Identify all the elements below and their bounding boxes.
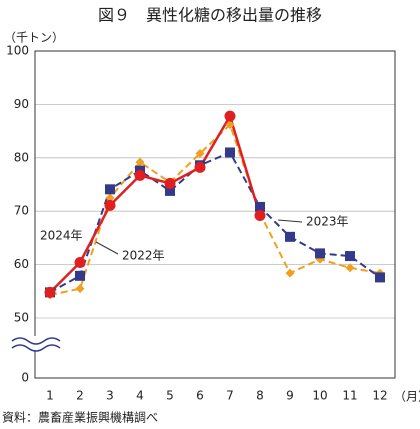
point [104,199,116,211]
point [44,286,56,298]
y-tick-label: 70 [14,204,29,218]
point [225,147,235,158]
point [195,149,205,159]
source: 資料：農畜産業振興機構調べ [2,410,158,425]
plot-frame [34,50,396,379]
point [194,161,206,173]
x-tick-label: 8 [256,389,264,403]
point [75,284,85,294]
series-line [49,113,262,294]
point [254,209,266,221]
series-line [49,122,381,297]
point [285,231,295,242]
leader [95,241,119,255]
x-axis-label: （月） [394,390,420,404]
point [315,248,325,259]
x-tick-label: 5 [166,389,174,403]
point [75,270,85,281]
x-tick-label: 7 [226,389,234,403]
y-tick-label: 50 [14,311,29,325]
point [225,120,235,130]
point [285,268,295,278]
y-tick-label: 100 [6,44,29,58]
point [135,157,145,167]
series-label: 2023年 [306,215,349,229]
x-tick-label: 4 [136,389,144,403]
y-axis-label: （千トン） [4,31,64,45]
leader [277,219,303,223]
point [105,193,115,203]
point [164,177,176,189]
chart-title: 図９ 異性化糖の移出量の推移 [98,6,322,25]
x-tick-label: 10 [312,389,327,403]
point [165,185,175,196]
point [255,201,265,212]
point [134,169,146,181]
y-tick-label: 90 [14,97,29,111]
series-label: 2022年 [122,249,165,263]
axis-break [11,344,61,352]
x-tick-label: 1 [46,389,54,403]
point [375,272,385,283]
x-tick-label: 12 [372,389,387,403]
point [345,263,355,273]
point [74,256,86,268]
point [345,251,355,262]
point [105,184,115,195]
y-tick-label: 80 [14,150,29,164]
y-tick-label: 60 [14,257,29,271]
x-tick-label: 2 [76,389,84,403]
y-tick-label: 0 [21,371,29,385]
x-tick-label: 9 [286,389,294,403]
x-tick-label: 11 [342,389,357,403]
axis-break [11,337,61,345]
x-tick-label: 6 [196,389,204,403]
x-tick-label: 3 [106,389,114,403]
point [224,110,236,122]
series-label: 2024年 [40,229,83,243]
